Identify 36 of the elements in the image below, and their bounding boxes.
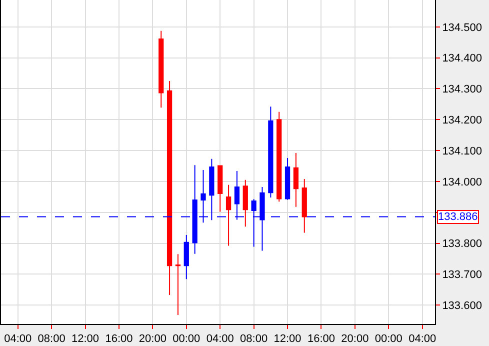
x-tick-label: 04:00	[408, 333, 436, 346]
x-tick-label: 08:00	[240, 333, 268, 346]
x-tick-label: 16:00	[307, 333, 335, 346]
y-tick-label: 133.600	[442, 300, 482, 312]
x-tick-label: 20:00	[138, 333, 166, 346]
y-tick-label: 134.200	[442, 114, 482, 126]
y-tick-label: 134.100	[442, 145, 482, 158]
candlestick	[158, 30, 164, 108]
candlestick	[293, 152, 299, 208]
candlestick	[166, 80, 172, 296]
x-tick-label: 16:00	[105, 333, 133, 346]
y-tick-label: 133.800	[442, 238, 482, 250]
x-tick-label: 04:00	[4, 333, 32, 346]
x-tick-label: 08:00	[38, 333, 66, 346]
x-tick-label: 04:00	[206, 333, 234, 346]
candlestick	[242, 179, 248, 228]
y-tick-label: 134.500	[442, 22, 482, 34]
candlestick	[268, 106, 274, 198]
candlestick	[276, 111, 282, 202]
candlestick	[226, 184, 232, 246]
y-tick-label: 134.400	[442, 52, 482, 65]
candlestick	[184, 234, 189, 280]
candlestick	[175, 254, 181, 316]
y-tick-label: 133.700	[442, 269, 482, 282]
x-tick-label: 00:00	[374, 333, 402, 346]
candlestick	[209, 158, 214, 221]
x-tick-label: 12:00	[72, 333, 100, 346]
candlestick	[284, 157, 290, 200]
x-tick-label: 00:00	[172, 333, 200, 346]
ref-line-label: 133.886	[438, 211, 478, 223]
x-tick-label: 12:00	[274, 333, 302, 346]
candlestick	[302, 178, 307, 234]
y-tick-label: 134.000	[442, 176, 482, 188]
y-tick-label: 134.300	[442, 84, 482, 96]
x-tick-label: 20:00	[341, 333, 369, 346]
candlestick	[218, 165, 223, 212]
